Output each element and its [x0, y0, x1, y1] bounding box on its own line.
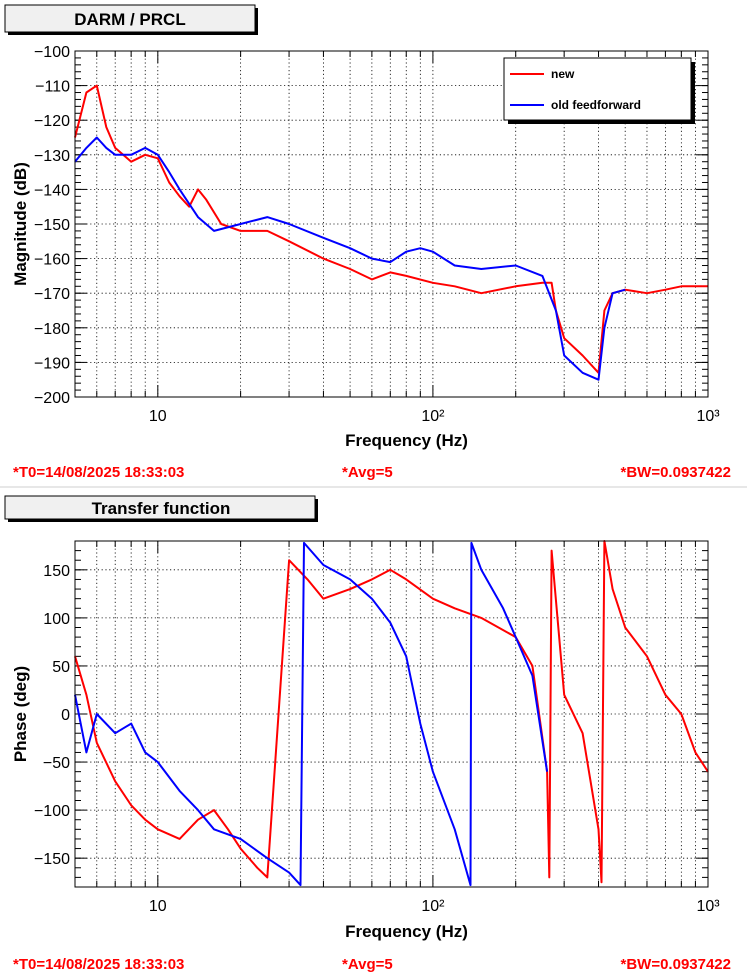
- y-axis-label: Phase (deg): [11, 666, 30, 762]
- title-box: [4, 495, 316, 520]
- legend-label: new: [551, 67, 575, 81]
- magnitude-panel: DARM / PRCL−100 −110 −120 −130 −140 −150 −160 −…: [0, 4, 747, 488]
- series-old-feedforward-line: [74, 541, 549, 887]
- title-box: [4, 4, 256, 33]
- y-tick-label: 100: [43, 611, 70, 628]
- series-new-line: [74, 84, 708, 374]
- y-tick-label: −200: [34, 390, 70, 407]
- y-tick-label: −170: [34, 286, 70, 303]
- chart-title: DARM / PRCL: [74, 10, 185, 29]
- phase-panel: Transfer function 150 100 50 0 −50 −100 −150 10 1…: [4, 495, 732, 973]
- y-tick-label: −110: [35, 79, 70, 96]
- x-tick-label: 10²: [421, 898, 445, 915]
- grid-lines: [75, 51, 708, 397]
- status-avg: *Avg=5: [342, 464, 393, 481]
- y-tick-label: −100: [34, 44, 70, 61]
- y-tick-label: −160: [34, 252, 70, 269]
- x-tick-label: 10: [149, 898, 167, 915]
- y-tick-label: −130: [34, 148, 70, 165]
- y-tick-label: −120: [34, 113, 70, 130]
- y-tick-label: 50: [52, 659, 70, 676]
- y-tick-label: −190: [34, 355, 70, 372]
- legend-label: old feedforward: [551, 98, 641, 112]
- status-avg: *Avg=5: [342, 956, 393, 973]
- status-t0: *T0=14/08/2025 18:33:03: [13, 956, 184, 973]
- x-axis-label: Frequency (Hz): [345, 922, 468, 941]
- y-tick-label: −180: [34, 321, 70, 338]
- x-axis-label: Frequency (Hz): [345, 431, 468, 450]
- status-bw: *BW=0.0937422: [621, 956, 732, 973]
- series-old-feedforward-line: [74, 136, 626, 381]
- plot-frame: [74, 540, 709, 888]
- y-tick-label: −150: [34, 851, 70, 868]
- y-tick-label: −140: [34, 182, 70, 199]
- x-tick-label: 10: [149, 408, 167, 425]
- y-tick-label: −150: [34, 217, 70, 234]
- x-tick-label: 10³: [696, 408, 720, 425]
- y-tick-label: 150: [43, 563, 70, 580]
- y-tick-label: −50: [43, 755, 70, 772]
- y-tick-label: 0: [61, 707, 70, 724]
- status-t0: *T0=14/08/2025 18:33:03: [13, 464, 184, 481]
- status-bw: *BW=0.0937422: [621, 464, 732, 481]
- chart-title: Transfer function: [92, 499, 231, 518]
- legend-box: [503, 57, 692, 121]
- plot-frame: [74, 50, 709, 398]
- y-tick-label: −100: [34, 803, 70, 820]
- x-tick-label: 10²: [421, 408, 445, 425]
- y-axis-label: Magnitude (dB): [11, 162, 30, 286]
- x-tick-label: 10³: [696, 898, 720, 915]
- series-new-line: [74, 540, 709, 884]
- legend: new old feedforward: [503, 57, 695, 124]
- grid-lines: [75, 541, 708, 887]
